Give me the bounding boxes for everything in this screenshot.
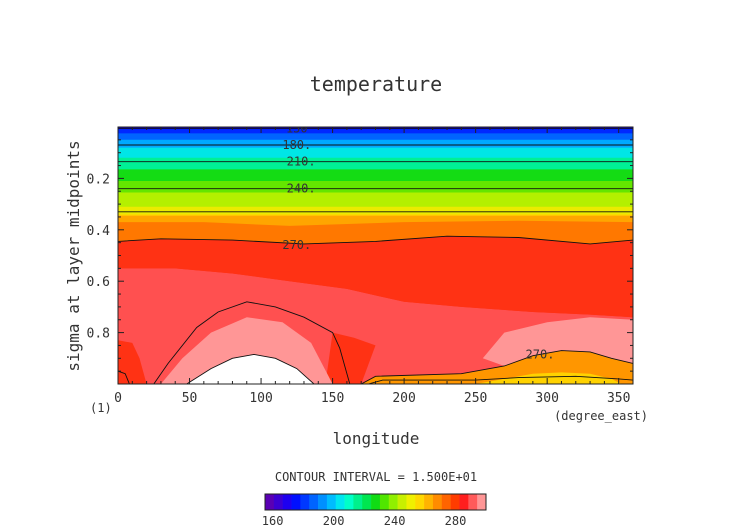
plot-area: 150 180. 210. 240. 270. 270. <box>118 121 633 384</box>
contour-label: 240. <box>287 182 316 196</box>
colorbar-swatch <box>273 494 283 510</box>
colorbar-swatch <box>432 494 443 510</box>
y-tick-label: 0.2 <box>87 172 110 187</box>
colorbar-swatch <box>282 494 292 510</box>
colorbar-swatch <box>406 494 416 510</box>
contour-label: 270. <box>282 238 311 252</box>
colorbar-swatch <box>300 494 310 510</box>
colorbar-swatch <box>459 494 469 510</box>
colorbar-swatch <box>309 494 319 510</box>
colorbar-swatch <box>265 494 275 510</box>
colorbar-swatch <box>326 494 337 510</box>
colorbar-swatch <box>415 494 425 510</box>
contour-band <box>475 372 622 384</box>
x-tick-label: 250 <box>464 391 487 406</box>
colorbar-swatch <box>344 494 354 510</box>
chart-title: temperature <box>310 72 442 96</box>
colorbar-tick-label: 200 <box>323 514 345 528</box>
colorbar-swatch <box>379 494 390 510</box>
x-tick-label: 0 <box>114 391 122 406</box>
contour-band <box>482 317 633 366</box>
contour-line <box>186 353 315 384</box>
colorbar: 160 200 240 280 <box>262 493 487 528</box>
colorbar-swatch <box>371 494 381 510</box>
x-units-label: (degree_east) <box>554 409 648 423</box>
colorbar-swatch <box>397 494 407 510</box>
panel-tag: (1) <box>90 401 112 415</box>
colorbar-swatch <box>424 494 434 510</box>
x-axis-label: longitude <box>333 429 420 448</box>
colorbar-swatch <box>318 494 328 510</box>
x-tick-label: 100 <box>249 391 272 406</box>
colorbar-swatch <box>362 494 372 510</box>
colorbar-swatch <box>335 494 345 510</box>
y-tick-label: 0.4 <box>87 224 111 239</box>
contour-label: 270. <box>526 347 555 361</box>
contour-line <box>118 235 633 245</box>
x-tick-label: 200 <box>392 391 415 406</box>
contour-bands <box>118 127 633 384</box>
colorbar-swatch <box>441 494 451 510</box>
colorbar-swatch <box>291 494 301 510</box>
contour-labels: 150 180. 210. 240. 270. 270. <box>282 121 555 361</box>
colorbar-tick-label: 160 <box>262 514 284 528</box>
colorbar-swatch <box>388 494 398 510</box>
x-tick-label: 50 <box>182 391 198 406</box>
colorbar-frame <box>264 493 487 511</box>
contour-line <box>153 301 351 384</box>
colorbar-swatch <box>477 494 487 510</box>
x-tick-label: 350 <box>607 391 630 406</box>
contour-band <box>118 340 147 384</box>
y-tick-label: 0.8 <box>87 327 110 342</box>
colorbar-swatch <box>353 494 363 510</box>
y-axis-label: sigma at layer midpoints <box>64 140 83 371</box>
y-axis: 0.2 0.4 0.6 0.8 <box>87 139 633 372</box>
y-tick-label: 0.6 <box>87 275 110 290</box>
contour-interval-text: CONTOUR INTERVAL = 1.500E+01 <box>275 470 477 484</box>
contour-line <box>118 370 130 384</box>
contour-label: 210. <box>287 155 316 169</box>
colorbar-swatch <box>450 494 460 510</box>
x-tick-label: 300 <box>535 391 558 406</box>
x-tick-label: 150 <box>321 391 344 406</box>
contour-line <box>360 350 633 384</box>
x-axis: 0 50 100 150 200 250 300 350 <box>114 127 630 406</box>
contour-label: 180. <box>282 138 311 152</box>
contour-label: 150 <box>286 121 308 135</box>
contour-band <box>325 332 376 384</box>
colorbar-tick-label: 280 <box>445 514 467 528</box>
colorbar-swatch <box>468 494 478 510</box>
colorbar-tick-label: 240 <box>384 514 406 528</box>
